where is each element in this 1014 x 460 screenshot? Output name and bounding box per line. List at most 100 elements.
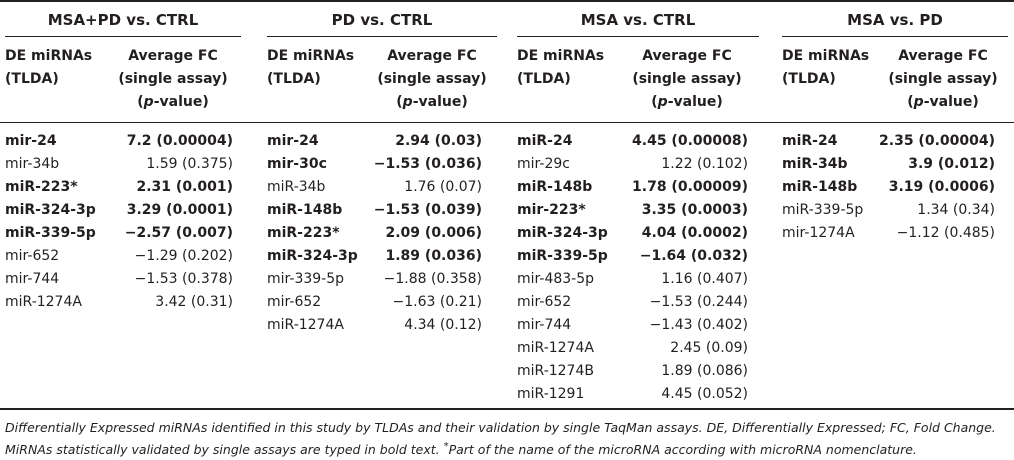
- mirna-name: miR-1274A: [5, 294, 82, 310]
- mirna-name: mir-483-5p: [517, 271, 595, 287]
- mirna-name: miR-324-3p: [267, 248, 358, 264]
- pvalue-p: p: [402, 94, 413, 110]
- fold-change-value: 4.45 (0.052): [661, 386, 748, 402]
- table-row: miR-148b 1.78 (0.00009): [517, 176, 759, 199]
- mirna-name: mir-34b: [5, 156, 60, 172]
- table-row: miR-1274A 2.45 (0.09): [517, 337, 759, 360]
- table-row: mir-339-5p −1.88 (0.358): [267, 268, 497, 291]
- mirna-name: mir-652: [517, 294, 572, 310]
- fc-column-header: Average FC (single assay) (p-value): [627, 45, 747, 114]
- table-row: miR-1274B 1.89 (0.086): [517, 360, 759, 383]
- header-line: Average FC: [642, 48, 732, 64]
- mirna-column-header: DE miRNAs (TLDA): [267, 45, 354, 91]
- header-line: DE miRNAs: [782, 48, 870, 64]
- table-row: miR-24 4.45 (0.00008): [517, 130, 759, 153]
- group-title-rule: [517, 36, 759, 37]
- mirna-table: MSA+PD vs. CTRL DE miRNAs (TLDA) Average FC…: [0, 0, 1014, 410]
- pvalue-suffix: -value): [667, 94, 723, 110]
- mirna-name: mir-223*: [517, 202, 586, 218]
- table-row: miR-24 2.35 (0.00004): [782, 130, 1008, 153]
- caption-line-2: MiRNAs statistically validated by single…: [5, 442, 444, 458]
- header-line-pvalue: (p-value): [113, 91, 233, 114]
- mirna-name: mir-652: [267, 294, 322, 310]
- pvalue-p: p: [657, 94, 668, 110]
- fold-change-value: −1.53 (0.244): [649, 294, 748, 310]
- fc-column-header: Average FC (single assay) (p-value): [372, 45, 492, 114]
- header-line: Average FC: [128, 48, 218, 64]
- table-row: mir-30c −1.53 (0.036): [267, 153, 497, 176]
- table-row: miR-1274A 4.34 (0.12): [267, 314, 497, 337]
- table-row: mir-24 7.2 (0.00004): [5, 130, 241, 153]
- fold-change-value: 1.34 (0.34): [917, 202, 995, 218]
- mirna-name: miR-34b: [267, 179, 326, 195]
- table-row: miR-339-5p −1.64 (0.032): [517, 245, 759, 268]
- fold-change-value: 3.9 (0.012): [908, 156, 995, 172]
- mirna-column-header: DE miRNAs (TLDA): [782, 45, 869, 91]
- mirna-name: mir-30c: [267, 156, 327, 172]
- header-line: (single assay): [632, 71, 742, 87]
- table-row: mir-483-5p 1.16 (0.407): [517, 268, 759, 291]
- mirna-name: miR-148b: [517, 179, 593, 195]
- table-row: miR-34b 3.9 (0.012): [782, 153, 1008, 176]
- mirna-name: miR-1291: [517, 386, 585, 402]
- mirna-name: miR-148b: [782, 179, 858, 195]
- fold-change-value: −1.12 (0.485): [896, 225, 995, 241]
- pvalue-p: p: [913, 94, 924, 110]
- caption-line-2-footnote: Part of the name of the microRNA accordi…: [448, 442, 917, 458]
- mirna-name: miR-24: [782, 133, 838, 149]
- fold-change-value: 2.31 (0.001): [136, 179, 234, 195]
- fc-column-header: Average FC (single assay) (p-value): [883, 45, 1003, 114]
- fold-change-value: 2.09 (0.006): [385, 225, 483, 241]
- table-row: miR-339-5p 1.34 (0.34): [782, 199, 1008, 222]
- header-line-pvalue: (p-value): [883, 91, 1003, 114]
- header-line: Average FC: [898, 48, 988, 64]
- table-row: mir-652 −1.53 (0.244): [517, 291, 759, 314]
- fold-change-value: −2.57 (0.007): [124, 225, 233, 241]
- table-row: miR-34b 1.76 (0.07): [267, 176, 497, 199]
- header-line: (TLDA): [267, 71, 321, 87]
- header-divider: [0, 122, 1014, 123]
- fold-change-value: 4.45 (0.00008): [632, 133, 748, 149]
- fold-change-value: −1.64 (0.032): [639, 248, 748, 264]
- mirna-name: miR-34b: [782, 156, 848, 172]
- group-title: MSA+PD vs. CTRL: [47, 11, 199, 29]
- table-row: miR-324-3p 1.89 (0.036): [267, 245, 497, 268]
- mirna-name: miR-148b: [267, 202, 343, 218]
- fold-change-value: 1.22 (0.102): [661, 156, 748, 172]
- table-row: miR-324-3p 4.04 (0.0002): [517, 222, 759, 245]
- mirna-name: mir-652: [5, 248, 60, 264]
- fold-change-value: 1.78 (0.00009): [632, 179, 748, 195]
- fold-change-value: −1.53 (0.039): [373, 202, 482, 218]
- mirna-name: mir-339-5p: [267, 271, 345, 287]
- table-row: mir-34b 1.59 (0.375): [5, 153, 241, 176]
- fold-change-value: −1.53 (0.378): [134, 271, 233, 287]
- group-title-rule: [782, 36, 1008, 37]
- header-line: Average FC: [387, 48, 477, 64]
- fold-change-value: 1.16 (0.407): [661, 271, 748, 287]
- table-row: mir-223* 3.35 (0.0003): [517, 199, 759, 222]
- table-row: miR-148b 3.19 (0.0006): [782, 176, 1008, 199]
- group-rows: mir-24 7.2 (0.00004) mir-34b 1.59 (0.375) mi…: [5, 130, 241, 314]
- table-row: mir-29c 1.22 (0.102): [517, 153, 759, 176]
- fold-change-value: 1.89 (0.086): [661, 363, 748, 379]
- mirna-name: miR-24: [517, 133, 573, 149]
- footnote-mark: *: [443, 441, 449, 452]
- table-row: mir-744 −1.43 (0.402): [517, 314, 759, 337]
- header-line: (single assay): [888, 71, 998, 87]
- table-row: miR-1291 4.45 (0.052): [517, 383, 759, 406]
- mirna-column-header: DE miRNAs (TLDA): [517, 45, 604, 91]
- table-row: miR-148b −1.53 (0.039): [267, 199, 497, 222]
- header-line: DE miRNAs: [267, 48, 355, 64]
- mirna-name: mir-744: [5, 271, 60, 287]
- table-row: mir-1274A −1.12 (0.485): [782, 222, 1008, 245]
- mirna-column-header: DE miRNAs (TLDA): [5, 45, 92, 91]
- table-row: miR-324-3p 3.29 (0.0001): [5, 199, 241, 222]
- mirna-name: miR-1274A: [517, 340, 594, 356]
- fold-change-value: 7.2 (0.00004): [126, 133, 233, 149]
- header-line: DE miRNAs: [5, 48, 93, 64]
- header-line: (TLDA): [5, 71, 59, 87]
- pvalue-suffix: -value): [923, 94, 979, 110]
- mirna-name: miR-1274A: [267, 317, 344, 333]
- table-row: mir-24 2.94 (0.03): [267, 130, 497, 153]
- header-line: (single assay): [118, 71, 228, 87]
